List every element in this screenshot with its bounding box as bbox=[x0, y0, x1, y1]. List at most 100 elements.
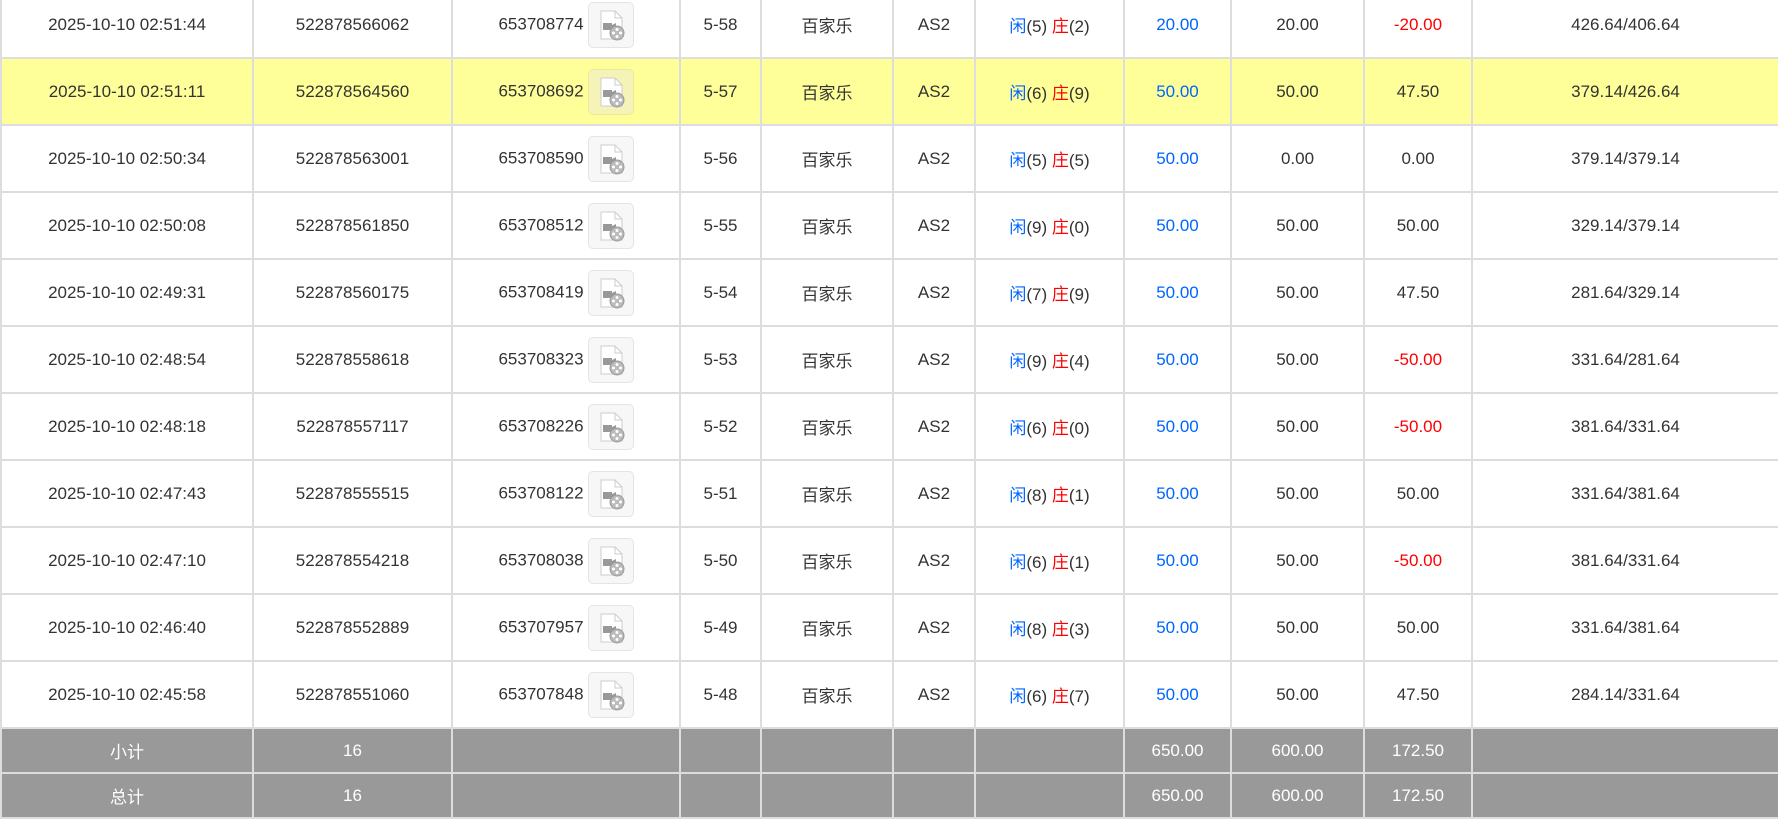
player-score: (7) bbox=[1026, 285, 1048, 304]
video-replay-icon[interactable] bbox=[587, 604, 634, 651]
win-loss: 47.50 bbox=[1363, 57, 1473, 126]
round-cell: 653708038 bbox=[451, 526, 681, 595]
win-loss: -50.00 bbox=[1363, 526, 1473, 595]
round-id: 653707848 bbox=[498, 683, 584, 703]
round-id: 653708590 bbox=[498, 147, 584, 167]
bet-id: 522878558618 bbox=[252, 325, 453, 394]
game-name: 百家乐 bbox=[760, 57, 894, 126]
game-name: 百家乐 bbox=[760, 325, 894, 394]
win-loss: 0.00 bbox=[1363, 124, 1473, 193]
banker-score: (0) bbox=[1068, 218, 1090, 237]
bet-amount: 50.00 bbox=[1123, 124, 1232, 193]
round-cell: 653708692 bbox=[451, 57, 681, 126]
video-replay-icon[interactable] bbox=[587, 537, 634, 584]
valid-bet: 50.00 bbox=[1230, 191, 1365, 260]
player-score: (9) bbox=[1026, 218, 1048, 237]
table-row: 2025-10-10 02:47:10 522878554218 653708038… bbox=[0, 526, 1778, 595]
player-score: (8) bbox=[1026, 620, 1048, 639]
video-replay-icon[interactable] bbox=[587, 202, 634, 249]
bet-amount: 50.00 bbox=[1123, 526, 1232, 595]
player-label: 闲 bbox=[1009, 17, 1027, 36]
table-name: AS2 bbox=[892, 124, 976, 193]
table-name: AS2 bbox=[892, 191, 976, 260]
shoe-number: 5-54 bbox=[679, 258, 762, 327]
video-replay-icon[interactable] bbox=[587, 470, 634, 517]
table-name: AS2 bbox=[892, 593, 976, 662]
video-replay-icon[interactable] bbox=[587, 671, 634, 718]
round-id: 653708419 bbox=[498, 281, 584, 301]
video-replay-icon[interactable] bbox=[587, 269, 634, 316]
banker-score: (9) bbox=[1068, 84, 1090, 103]
bet-amount: 50.00 bbox=[1123, 392, 1232, 461]
video-replay-icon[interactable] bbox=[587, 403, 634, 450]
valid-bet: 50.00 bbox=[1230, 526, 1365, 595]
player-label: 闲 bbox=[1009, 151, 1027, 170]
result-cell: 闲(6) 庄(9) bbox=[974, 57, 1125, 126]
valid-bet: 50.00 bbox=[1230, 325, 1365, 394]
win-loss: -50.00 bbox=[1363, 325, 1473, 394]
total-valid: 600.00 bbox=[1230, 772, 1365, 819]
bet-id: 522878551060 bbox=[252, 660, 453, 729]
video-replay-icon[interactable] bbox=[587, 135, 634, 182]
game-name: 百家乐 bbox=[760, 124, 894, 193]
bet-time: 2025-10-10 02:47:43 bbox=[0, 459, 254, 528]
valid-bet: 50.00 bbox=[1230, 258, 1365, 327]
shoe-number: 5-51 bbox=[679, 459, 762, 528]
banker-label: 庄 bbox=[1051, 218, 1069, 237]
video-replay-icon[interactable] bbox=[587, 336, 634, 383]
bet-amount: 50.00 bbox=[1123, 459, 1232, 528]
banker-score: (4) bbox=[1068, 352, 1090, 371]
banker-label: 庄 bbox=[1051, 687, 1069, 706]
bet-amount: 20.00 bbox=[1123, 0, 1232, 59]
bet-amount: 50.00 bbox=[1123, 325, 1232, 394]
banker-score: (1) bbox=[1068, 553, 1090, 572]
bet-amount: 50.00 bbox=[1123, 57, 1232, 126]
round-id: 653708122 bbox=[498, 482, 584, 502]
table-name: AS2 bbox=[892, 57, 976, 126]
player-score: (5) bbox=[1026, 17, 1048, 36]
video-replay-icon[interactable] bbox=[587, 68, 634, 115]
table-name: AS2 bbox=[892, 0, 976, 59]
banker-label: 庄 bbox=[1051, 151, 1069, 170]
video-replay-icon[interactable] bbox=[587, 1, 634, 48]
player-score: (5) bbox=[1026, 151, 1048, 170]
balance: 284.14/331.64 bbox=[1471, 660, 1778, 729]
banker-label: 庄 bbox=[1051, 17, 1069, 36]
shoe-number: 5-58 bbox=[679, 0, 762, 59]
round-cell: 653708323 bbox=[451, 325, 681, 394]
shoe-number: 5-52 bbox=[679, 392, 762, 461]
game-name: 百家乐 bbox=[760, 191, 894, 260]
round-cell: 653708512 bbox=[451, 191, 681, 260]
total-bet: 650.00 bbox=[1123, 772, 1232, 819]
table-name: AS2 bbox=[892, 392, 976, 461]
win-loss: 47.50 bbox=[1363, 258, 1473, 327]
banker-score: (9) bbox=[1068, 285, 1090, 304]
player-label: 闲 bbox=[1009, 218, 1027, 237]
table-row: 2025-10-10 02:47:43 522878555515 653708122… bbox=[0, 459, 1778, 528]
bet-time: 2025-10-10 02:50:34 bbox=[0, 124, 254, 193]
player-label: 闲 bbox=[1009, 486, 1027, 505]
subtotal-valid: 600.00 bbox=[1230, 727, 1365, 774]
subtotal-label: 小计 bbox=[0, 727, 254, 774]
banker-score: (7) bbox=[1068, 687, 1090, 706]
round-id: 653707957 bbox=[498, 616, 584, 636]
table-name: AS2 bbox=[892, 325, 976, 394]
subtotal-count: 16 bbox=[252, 727, 453, 774]
bet-id: 522878560175 bbox=[252, 258, 453, 327]
win-loss: 50.00 bbox=[1363, 593, 1473, 662]
shoe-number: 5-48 bbox=[679, 660, 762, 729]
shoe-number: 5-50 bbox=[679, 526, 762, 595]
game-name: 百家乐 bbox=[760, 392, 894, 461]
player-score: (6) bbox=[1026, 84, 1048, 103]
table-name: AS2 bbox=[892, 459, 976, 528]
round-cell: 653708226 bbox=[451, 392, 681, 461]
valid-bet: 50.00 bbox=[1230, 392, 1365, 461]
round-cell: 653708590 bbox=[451, 124, 681, 193]
banker-label: 庄 bbox=[1051, 285, 1069, 304]
player-score: (6) bbox=[1026, 553, 1048, 572]
player-label: 闲 bbox=[1009, 352, 1027, 371]
result-cell: 闲(9) 庄(0) bbox=[974, 191, 1125, 260]
result-cell: 闲(8) 庄(3) bbox=[974, 593, 1125, 662]
win-loss: 50.00 bbox=[1363, 191, 1473, 260]
